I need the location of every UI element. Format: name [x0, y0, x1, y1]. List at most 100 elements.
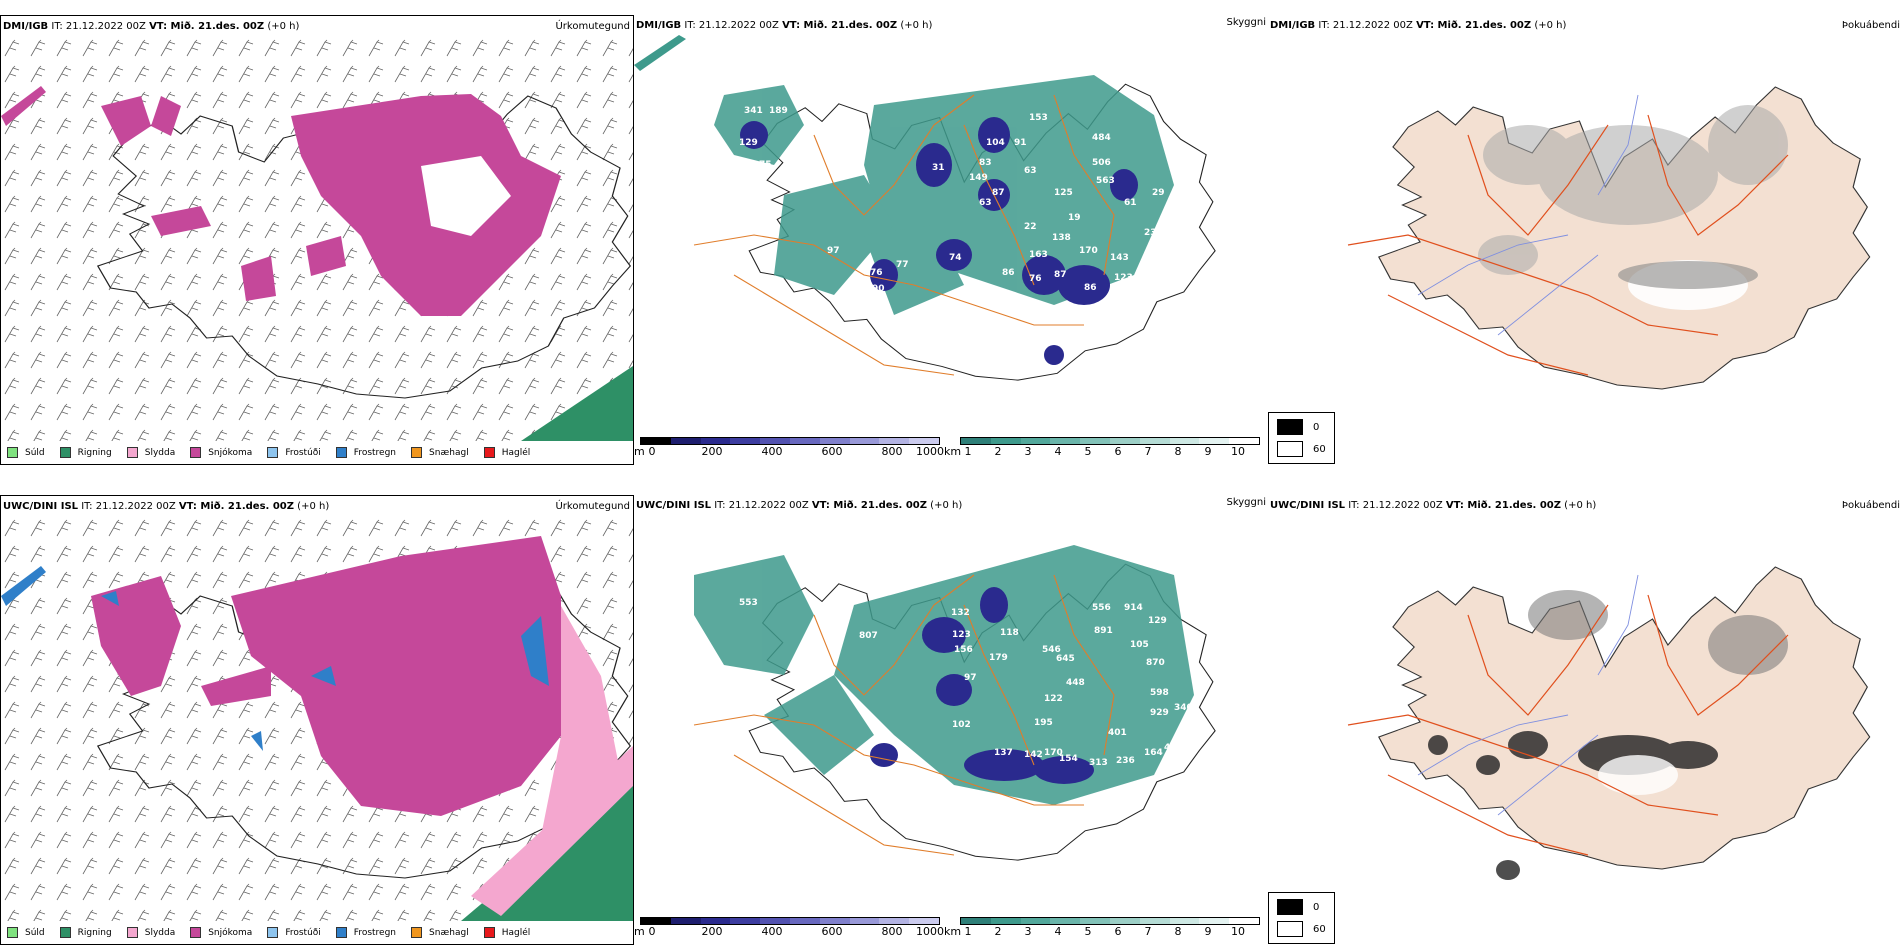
precip-map-top	[1, 36, 633, 441]
svg-text:236: 236	[1116, 756, 1135, 766]
svg-text:556: 556	[1092, 603, 1111, 613]
svg-text:807: 807	[859, 631, 878, 641]
svg-text:238: 238	[1144, 228, 1163, 238]
fog-index-title-top: Þokuábendi	[1841, 20, 1900, 31]
svg-text:645: 645	[1056, 654, 1075, 664]
precip-map-bottom	[1, 516, 633, 921]
svg-text:77: 77	[896, 260, 909, 270]
svg-text:63: 63	[979, 198, 992, 208]
visibility-unit-bottom: km	[944, 925, 962, 938]
legend-item: Haglél	[483, 927, 530, 938]
svg-text:179: 179	[989, 653, 1008, 663]
svg-text:129: 129	[1148, 616, 1167, 626]
legend-item: Súld	[7, 927, 45, 938]
svg-text:31: 31	[932, 163, 945, 173]
visibility-colorbar-bottom: 1 2 3 4 5 6 7 8 9 10	[960, 917, 1260, 939]
cloud-base-unit-top: m	[634, 445, 645, 458]
svg-text:76: 76	[1029, 274, 1042, 284]
svg-text:60: 60	[914, 883, 927, 893]
svg-text:142: 142	[1024, 750, 1043, 760]
svg-text:87: 87	[1054, 270, 1067, 280]
svg-text:86: 86	[1084, 283, 1097, 293]
visibility-title-top: Skyggni	[1226, 17, 1266, 28]
precip-panel-bottom: UWC/DINI ISL IT: 21.12.2022 00Z VT: Mið.…	[0, 495, 634, 945]
fog-panel-top: DMI/IGB IT: 21.12.2022 00Z VT: Mið. 21.d…	[1268, 15, 1900, 465]
svg-text:484: 484	[1092, 133, 1111, 143]
svg-text:91: 91	[1014, 138, 1027, 148]
svg-text:61: 61	[1124, 198, 1137, 208]
svg-text:125: 125	[1054, 188, 1073, 198]
fog-map-bottom	[1347, 566, 1871, 880]
svg-text:891: 891	[1094, 626, 1113, 636]
svg-text:86: 86	[1002, 268, 1015, 278]
svg-text:122: 122	[1044, 694, 1063, 704]
svg-text:83: 83	[979, 158, 992, 168]
legend-item: Snjókoma	[190, 447, 252, 458]
snow-areas	[1, 86, 561, 316]
svg-text:129: 129	[739, 138, 758, 148]
svg-text:34: 34	[774, 308, 787, 318]
precip-title-bottom: UWC/DINI ISL IT: 21.12.2022 00Z VT: Mið.…	[3, 501, 330, 512]
svg-text:448: 448	[1066, 678, 1085, 688]
rain-area-top	[521, 366, 633, 441]
visibility-unit-top: km	[944, 445, 962, 458]
svg-text:104: 104	[986, 138, 1005, 148]
precip-type-title-top: Úrkomutegund	[555, 21, 630, 32]
fog-map-top	[1347, 86, 1871, 390]
svg-text:870: 870	[1146, 658, 1165, 668]
svg-text:42: 42	[1164, 244, 1177, 254]
svg-text:123: 123	[1114, 273, 1133, 283]
fog-legend-bottom: 0 60	[1268, 892, 1335, 944]
cloud-base-unit-bottom: m	[634, 925, 645, 938]
legend-item: Frostregn	[335, 927, 396, 938]
visibility-title-bottom: Skyggni	[1226, 497, 1266, 508]
fog-title-top: DMI/IGB IT: 21.12.2022 00Z VT: Mið. 21.d…	[1270, 20, 1567, 31]
legend-item: Snæhagl	[411, 447, 469, 458]
legend-item: Frostregn	[335, 447, 396, 458]
svg-text:929: 929	[1150, 708, 1169, 718]
legend-item: Rigning	[59, 447, 112, 458]
svg-text:340: 340	[1174, 703, 1193, 713]
svg-text:164: 164	[1144, 748, 1163, 758]
svg-text:138: 138	[1052, 233, 1071, 243]
svg-text:195: 195	[1034, 718, 1053, 728]
svg-text:143: 143	[1110, 253, 1129, 263]
svg-text:22: 22	[1024, 222, 1037, 232]
svg-text:97: 97	[964, 673, 977, 683]
precip-legend-bottom: Súld Rigning Slydda Snjókoma Frostúði Fr…	[7, 927, 545, 938]
legend-item: Súld	[7, 447, 45, 458]
svg-text:341: 341	[744, 106, 763, 116]
legend-item: Haglél	[483, 447, 530, 458]
svg-text:132: 132	[951, 608, 970, 618]
svg-text:154: 154	[1059, 754, 1078, 764]
svg-text:123: 123	[952, 630, 971, 640]
svg-text:118: 118	[1000, 628, 1019, 638]
legend-item: Frostúði	[267, 927, 321, 938]
svg-text:97: 97	[827, 246, 840, 256]
fog-panel-bottom: UWC/DINI ISL IT: 21.12.2022 00Z VT: Mið.…	[1268, 495, 1900, 945]
visibility-colorbar-top: 1 2 3 4 5 6 7 8 9 10	[960, 437, 1260, 459]
svg-text:41: 41	[849, 288, 862, 298]
svg-text:19: 19	[1068, 213, 1081, 223]
cloud-base-colorbar-top: 0 200 400 600 800 1000	[640, 437, 944, 459]
svg-text:598: 598	[1150, 688, 1169, 698]
legend-item: Frostúði	[267, 447, 321, 458]
legend-item: Slydda	[126, 927, 175, 938]
svg-text:563: 563	[1096, 176, 1115, 186]
svg-text:105: 105	[1130, 640, 1149, 650]
svg-text:156: 156	[954, 645, 973, 655]
svg-text:63: 63	[1024, 166, 1037, 176]
svg-text:170: 170	[1079, 246, 1098, 256]
legend-item: Slydda	[126, 447, 175, 458]
svg-text:74: 74	[949, 253, 962, 263]
precip-type-title-bottom: Úrkomutegund	[555, 501, 630, 512]
svg-text:29: 29	[1152, 188, 1165, 198]
precip-panel-top: DMI/IGB IT: 21.12.2022 00Z VT: Mið. 21.d…	[0, 15, 634, 465]
svg-text:914: 914	[1124, 603, 1143, 613]
svg-text:553: 553	[739, 598, 758, 608]
cloud-base-colorbar-bottom: 0 200 400 600 800 1000	[640, 917, 944, 939]
svg-text:163: 163	[1029, 250, 1048, 260]
cloud-title-bottom: UWC/DINI ISL IT: 21.12.2022 00Z VT: Mið.…	[636, 500, 963, 511]
legend-item: Snæhagl	[411, 927, 469, 938]
